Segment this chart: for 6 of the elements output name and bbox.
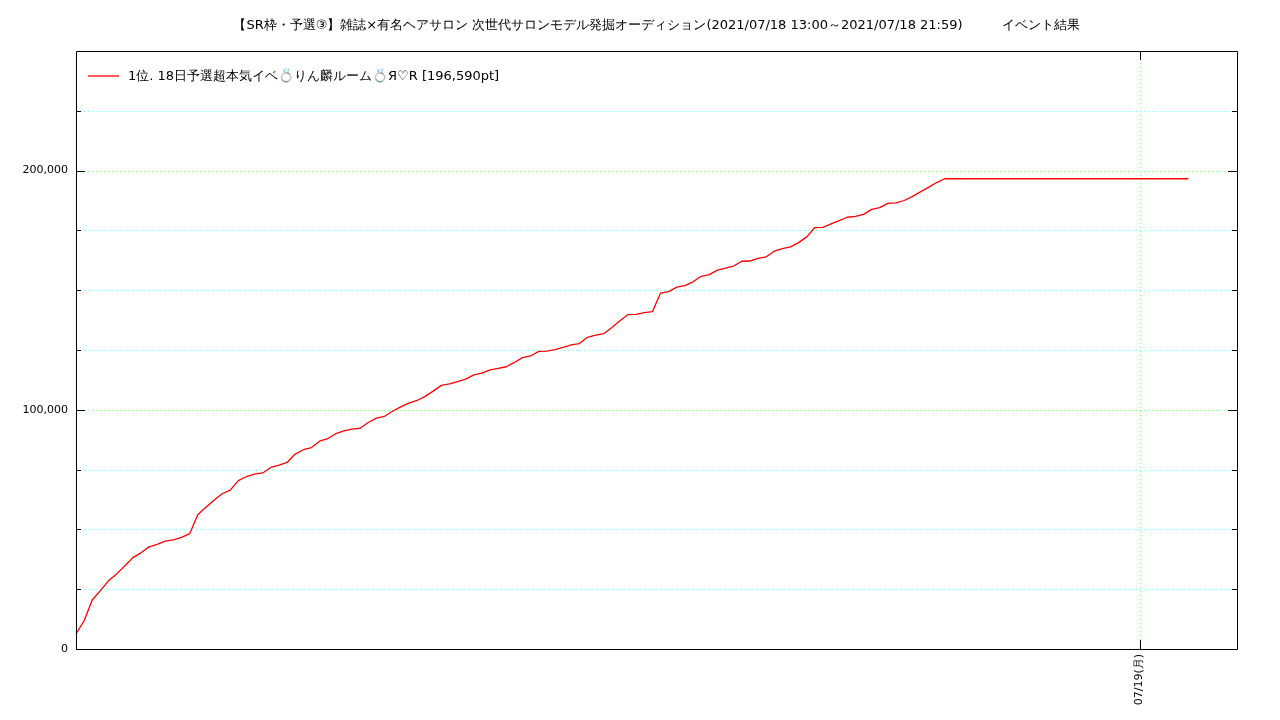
legend-label: 1位. 18日予選超本気イベ💍りん麟ルーム💍Я♡R [196,590pt] — [128, 68, 500, 85]
y-tick-label: 200,000 — [22, 163, 68, 177]
x-tick-label: 07/19(月) — [1132, 654, 1146, 706]
chart-title: 【SR枠・予選③】雑誌×有名ヘアサロン 次世代サロンモデル発掘オーディション(2021/07/18 13:00～2021/07/18 21:59) イベント結果 — [233, 17, 1080, 33]
y-tick-label: 0 — [61, 641, 68, 655]
y-tick-label: 100,000 — [22, 402, 68, 416]
